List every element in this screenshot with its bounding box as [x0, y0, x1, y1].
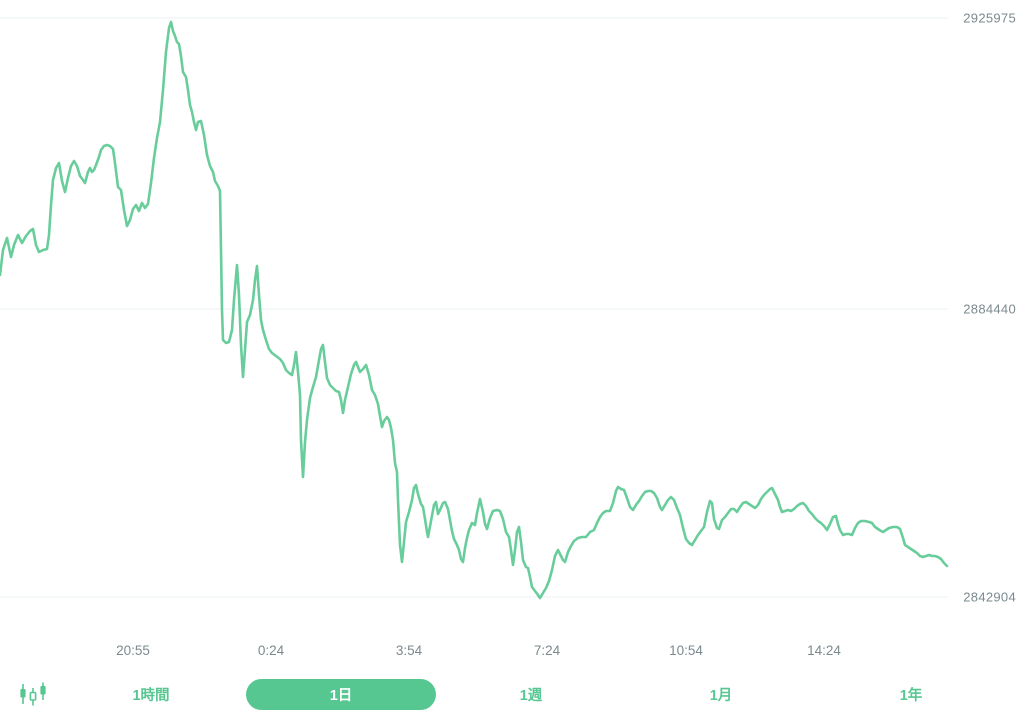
price-line-chart[interactable] [0, 0, 1024, 640]
y-axis-label: 2842904 [963, 589, 1016, 605]
x-axis-label: 3:54 [395, 643, 423, 658]
timeframe-buttons: 1時間 1日 1週 1月 1年 [56, 678, 1006, 710]
x-axis-label: 0:24 [257, 643, 285, 658]
timeframe-bar: 1時間 1日 1週 1月 1年 [0, 676, 1024, 712]
x-axis-label: 20:55 [116, 643, 150, 658]
timeframe-button-1week[interactable]: 1週 [436, 679, 626, 710]
chart-type-toggle-button[interactable] [10, 678, 56, 710]
timeframe-button-1year[interactable]: 1年 [816, 679, 1006, 710]
timeframe-button-1day[interactable]: 1日 [246, 678, 436, 710]
x-axis-label: 14:24 [807, 643, 841, 658]
timeframe-button-1hour[interactable]: 1時間 [56, 679, 246, 710]
y-axis-label: 2925975 [963, 10, 1016, 26]
price-line-path [0, 20, 949, 600]
x-axis-label: 10:54 [669, 643, 703, 658]
x-axis-label: 7:24 [533, 643, 561, 658]
y-axis-label: 2884440 [963, 301, 1016, 317]
gridlines [0, 17, 948, 598]
candlestick-icon [20, 682, 46, 706]
timeframe-button-1month[interactable]: 1月 [626, 679, 816, 710]
